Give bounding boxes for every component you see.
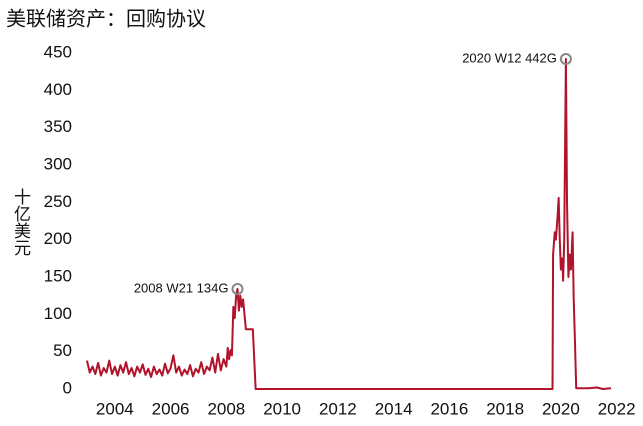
- annotation-label: 2008 W21 134G: [134, 280, 229, 295]
- x-tick-label: 2006: [152, 399, 190, 418]
- x-tick-label: 2020: [542, 399, 580, 418]
- y-tick-label: 100: [44, 304, 72, 323]
- y-tick-label: 50: [53, 341, 72, 360]
- y-tick-label: 150: [44, 266, 72, 285]
- x-tick-label: 2004: [96, 399, 134, 418]
- y-tick-label: 450: [44, 42, 72, 61]
- y-tick-label: 350: [44, 117, 72, 136]
- chart-title: 美联储资产：回购协议: [6, 7, 206, 31]
- y-axis-label: 十亿美元: [10, 188, 31, 256]
- annotation-marker: [231, 282, 244, 295]
- x-tick-label: 2010: [263, 399, 301, 418]
- x-tick-label: 2018: [486, 399, 524, 418]
- x-tick-label: 2008: [207, 399, 245, 418]
- y-tick-label: 0: [63, 378, 72, 397]
- y-tick-label: 400: [44, 80, 72, 99]
- y-tick-label: 300: [44, 154, 72, 173]
- x-tick-label: 2012: [319, 399, 357, 418]
- x-tick-label: 2016: [430, 399, 468, 418]
- y-tick-label: 200: [44, 229, 72, 248]
- y-tick-label: 250: [44, 192, 72, 211]
- annotation-marker: [559, 52, 572, 65]
- line: [85, 57, 612, 390]
- x-tick-label: 2014: [375, 399, 413, 418]
- annotation-label: 2020 W12 442G: [462, 50, 557, 65]
- x-tick-label: 2022: [598, 399, 636, 418]
